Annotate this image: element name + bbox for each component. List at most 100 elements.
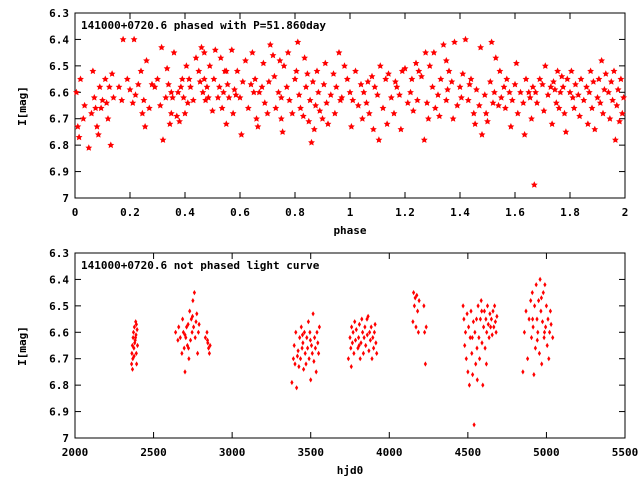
data-point xyxy=(537,298,541,304)
data-point xyxy=(481,91,489,98)
data-point xyxy=(462,316,466,322)
data-point xyxy=(81,101,88,109)
data-point xyxy=(143,57,150,64)
data-points xyxy=(130,276,555,428)
data-point xyxy=(228,46,236,53)
data-point xyxy=(475,345,479,351)
data-point xyxy=(392,78,399,85)
data-point xyxy=(541,62,549,69)
data-point xyxy=(464,356,468,362)
data-point xyxy=(387,94,395,101)
data-point xyxy=(343,75,351,83)
data-point xyxy=(222,120,230,127)
data-point xyxy=(180,350,184,356)
data-point xyxy=(196,329,200,335)
data-point xyxy=(360,88,368,96)
data-point xyxy=(141,123,149,130)
data-point xyxy=(367,348,371,354)
chart-title: 141000+0720.6 phased with P=51.860day xyxy=(81,19,326,32)
data-point xyxy=(414,96,421,104)
y-tick-label: 6.9 xyxy=(49,406,69,419)
data-point xyxy=(440,41,447,48)
data-point xyxy=(90,94,98,101)
data-point xyxy=(260,59,267,67)
data-point xyxy=(544,324,548,330)
data-point xyxy=(304,70,311,77)
data-point xyxy=(449,115,457,122)
data-point xyxy=(85,144,93,151)
data-point xyxy=(313,345,317,351)
data-point xyxy=(195,67,203,75)
data-point xyxy=(364,342,368,349)
data-point xyxy=(548,120,556,127)
y-tick-label: 6.8 xyxy=(49,379,69,392)
x-tick-label: 1 xyxy=(347,206,354,219)
data-point xyxy=(529,335,534,341)
data-point xyxy=(488,38,495,46)
data-point xyxy=(292,342,296,349)
data-point xyxy=(211,46,219,53)
data-point xyxy=(319,115,326,122)
x-tick-label: 0.2 xyxy=(120,206,140,219)
data-point xyxy=(541,290,545,296)
data-point xyxy=(445,67,453,75)
data-point xyxy=(170,49,178,56)
x-tick-label: 1.6 xyxy=(505,206,525,219)
data-point xyxy=(126,86,134,93)
data-point xyxy=(500,83,508,90)
data-point xyxy=(424,324,428,330)
data-point xyxy=(517,88,524,96)
data-point xyxy=(540,319,545,325)
data-point xyxy=(231,86,238,93)
data-point xyxy=(156,101,164,109)
data-point xyxy=(484,117,491,125)
data-point xyxy=(255,88,263,96)
data-point xyxy=(425,115,432,122)
data-point xyxy=(130,366,135,372)
data-point xyxy=(188,337,193,343)
data-point xyxy=(264,109,271,117)
data-point xyxy=(478,356,482,362)
data-point xyxy=(555,104,563,112)
data-point xyxy=(357,80,365,88)
data-point xyxy=(596,99,604,106)
data-point xyxy=(473,329,477,335)
data-point xyxy=(135,361,139,367)
data-point xyxy=(526,94,534,101)
data-point xyxy=(197,321,201,327)
data-point xyxy=(488,311,492,317)
y-axis-ticks: 6.3 6.4 6.5 6.6 6.7 6.8 6.9 7 xyxy=(49,7,625,205)
data-point xyxy=(393,83,401,90)
data-point xyxy=(180,94,187,101)
data-point xyxy=(192,324,196,330)
data-point xyxy=(423,99,431,106)
data-point xyxy=(350,324,354,330)
x-tick-label: 0.6 xyxy=(230,206,250,219)
data-point xyxy=(466,369,470,375)
plot-frame xyxy=(74,252,626,439)
data-point xyxy=(353,319,357,325)
data-point xyxy=(431,104,439,112)
data-point xyxy=(396,91,403,98)
data-point xyxy=(599,109,607,117)
data-point xyxy=(101,75,109,83)
data-point xyxy=(473,86,480,93)
data-point xyxy=(249,49,256,56)
y-tick-label: 6.9 xyxy=(49,166,69,179)
data-point xyxy=(412,59,420,67)
data-point xyxy=(362,335,366,341)
data-point xyxy=(196,350,200,356)
data-point xyxy=(309,377,313,383)
data-point xyxy=(479,298,483,304)
data-point xyxy=(529,83,537,90)
data-point xyxy=(250,88,258,96)
data-point xyxy=(130,350,134,356)
data-point xyxy=(530,290,534,296)
data-point xyxy=(191,298,195,304)
data-point xyxy=(177,83,185,90)
data-point xyxy=(295,91,303,98)
data-point xyxy=(442,96,450,104)
data-point xyxy=(312,358,316,364)
data-point xyxy=(352,67,359,75)
